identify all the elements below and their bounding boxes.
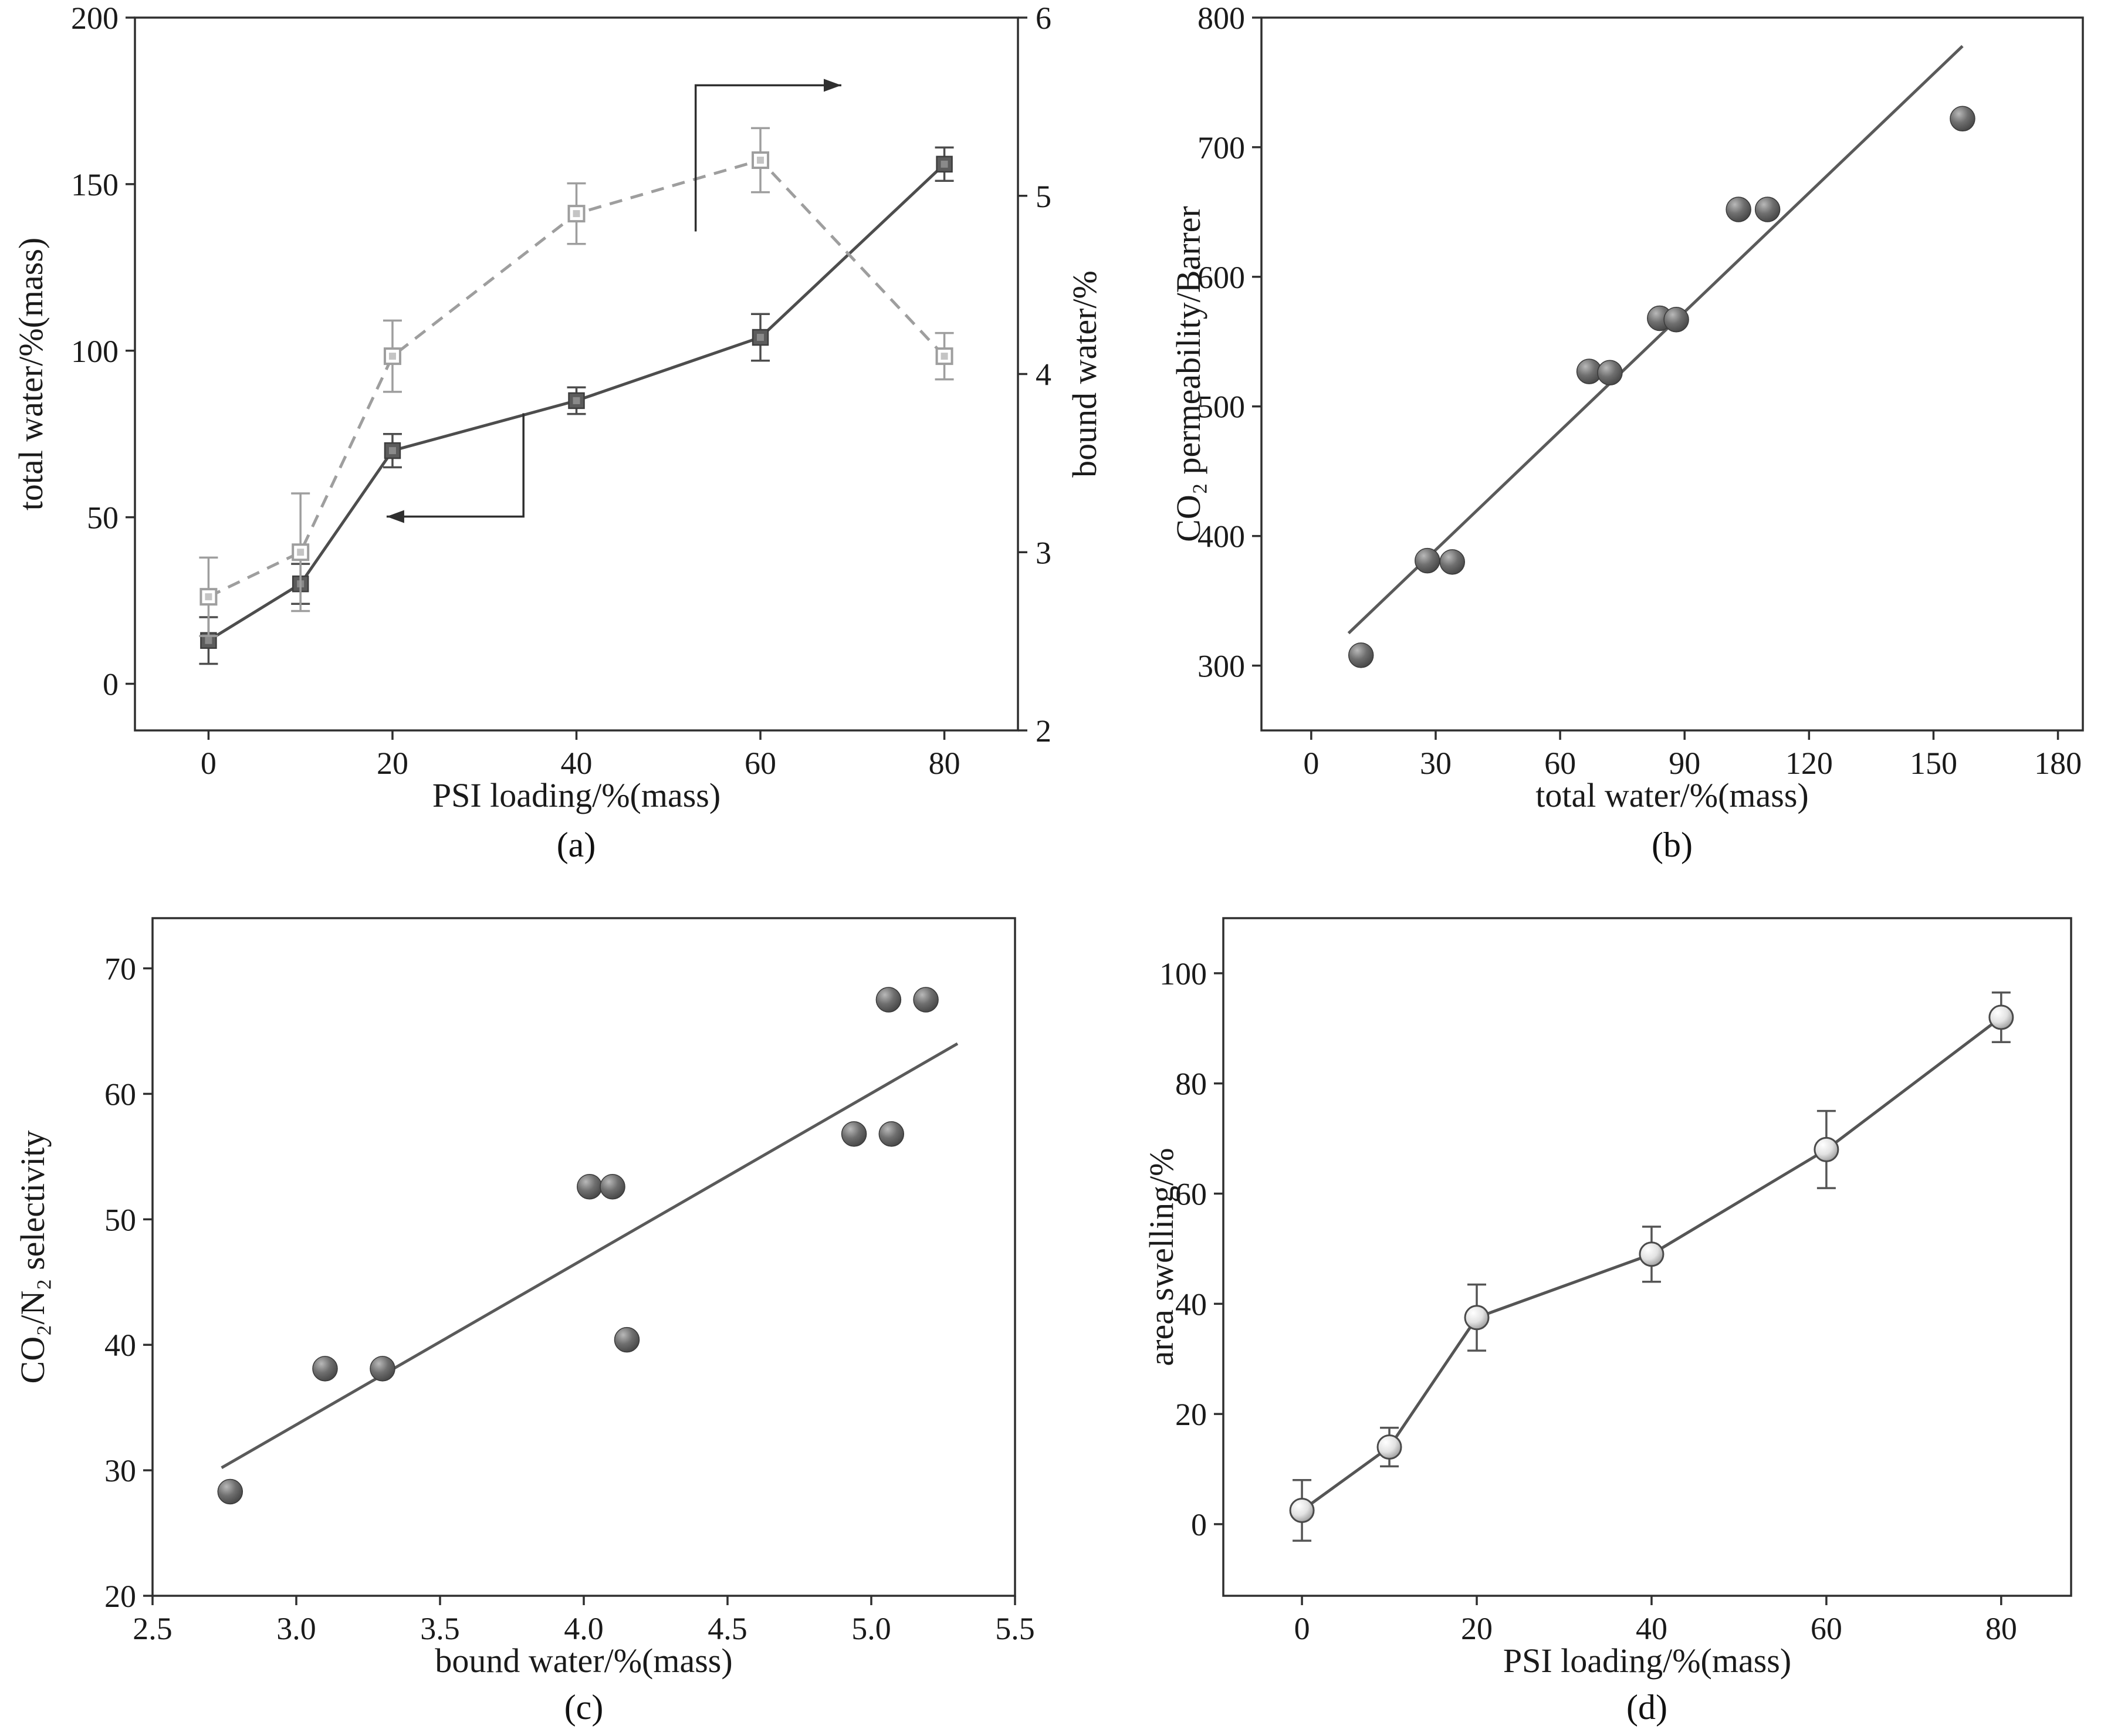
- svg-text:2.5: 2.5: [133, 1611, 172, 1646]
- svg-text:bound water/%(mass): bound water/%(mass): [435, 1642, 732, 1680]
- svg-text:3.5: 3.5: [420, 1611, 460, 1646]
- svg-text:60: 60: [1544, 746, 1576, 781]
- svg-text:5.5: 5.5: [995, 1611, 1035, 1646]
- svg-text:40: 40: [561, 746, 593, 781]
- svg-text:150: 150: [1910, 746, 1957, 781]
- svg-text:30: 30: [1420, 746, 1452, 781]
- caption-a: (a): [556, 825, 596, 864]
- svg-text:100: 100: [71, 334, 119, 369]
- svg-text:CO₂ permeability/Barrer: CO₂ permeability/Barrer: [1169, 206, 1207, 542]
- svg-text:area swelling/%: area swelling/%: [1142, 1148, 1180, 1366]
- svg-text:3.0: 3.0: [276, 1611, 316, 1646]
- svg-text:4.5: 4.5: [708, 1611, 747, 1646]
- svg-text:180: 180: [2034, 746, 2082, 781]
- svg-text:50: 50: [87, 500, 119, 536]
- svg-text:120: 120: [1785, 746, 1833, 781]
- svg-text:150: 150: [71, 167, 119, 202]
- svg-text:0: 0: [201, 746, 216, 781]
- svg-text:80: 80: [1985, 1611, 2017, 1646]
- svg-text:90: 90: [1669, 746, 1700, 781]
- svg-text:80: 80: [1175, 1067, 1207, 1102]
- svg-text:800: 800: [1197, 1, 1245, 36]
- svg-text:60: 60: [745, 746, 776, 781]
- svg-text:total water/%(mass): total water/%(mass): [12, 238, 50, 510]
- svg-text:400: 400: [1197, 519, 1245, 554]
- svg-text:20: 20: [1461, 1611, 1493, 1646]
- svg-text:0: 0: [1303, 746, 1319, 781]
- svg-text:5: 5: [1036, 179, 1051, 214]
- caption-d: (d): [1626, 1688, 1667, 1727]
- chart-panel-d: 0 20 40 60 80 0 20 40 60 80 100 PSI loading/%(mass)…: [1142, 917, 2072, 1680]
- svg-text:3: 3: [1036, 535, 1051, 570]
- svg-text:60: 60: [1811, 1611, 1842, 1646]
- svg-text:4.0: 4.0: [564, 1611, 604, 1646]
- chart-panel-b: 0 30 60 90 120 150 180 300 400 500 600 700 800 total …: [1169, 1, 2084, 814]
- svg-text:bound water/%: bound water/%: [1065, 270, 1104, 478]
- svg-text:CO₂/N₂ selectivity: CO₂/N₂ selectivity: [13, 1131, 52, 1384]
- svg-text:500: 500: [1197, 390, 1245, 425]
- svg-text:300: 300: [1197, 649, 1245, 684]
- svg-text:50: 50: [104, 1202, 136, 1237]
- svg-text:total water/%(mass): total water/%(mass): [1535, 776, 1808, 814]
- svg-text:0: 0: [103, 667, 119, 702]
- svg-text:PSI loading/%(mass): PSI loading/%(mass): [432, 776, 720, 814]
- svg-text:5.0: 5.0: [851, 1611, 891, 1646]
- svg-text:20: 20: [104, 1579, 136, 1614]
- chart-panel-c: 2.5 3.0 3.5 4.0 4.5 5.0 5.5 20 30 40 50 60 70 bound w…: [13, 917, 1035, 1680]
- svg-text:4: 4: [1036, 357, 1051, 392]
- svg-text:20: 20: [377, 746, 408, 781]
- svg-text:200: 200: [71, 1, 119, 36]
- svg-text:700: 700: [1197, 130, 1245, 165]
- svg-text:40: 40: [1175, 1287, 1207, 1322]
- svg-text:40: 40: [104, 1328, 136, 1363]
- svg-text:600: 600: [1197, 260, 1245, 295]
- svg-text:20: 20: [1175, 1397, 1207, 1432]
- svg-text:60: 60: [104, 1077, 136, 1112]
- svg-text:2: 2: [1036, 713, 1051, 749]
- svg-text:PSI loading/%(mass): PSI loading/%(mass): [1503, 1642, 1791, 1680]
- svg-text:100: 100: [1159, 956, 1207, 991]
- svg-text:60: 60: [1175, 1177, 1207, 1212]
- svg-text:0: 0: [1294, 1611, 1310, 1646]
- caption-b: (b): [1652, 825, 1693, 864]
- caption-c: (c): [564, 1688, 604, 1727]
- svg-text:40: 40: [1636, 1611, 1667, 1646]
- svg-text:70: 70: [104, 952, 136, 987]
- svg-text:0: 0: [1191, 1507, 1207, 1542]
- chart-panel-a: 0 20 40 60 80 0 50 100 150 200 2 3 4 5 6 PSI loading/%(…: [12, 1, 1104, 814]
- svg-text:30: 30: [104, 1453, 136, 1488]
- svg-text:80: 80: [929, 746, 960, 781]
- svg-text:6: 6: [1036, 1, 1051, 36]
